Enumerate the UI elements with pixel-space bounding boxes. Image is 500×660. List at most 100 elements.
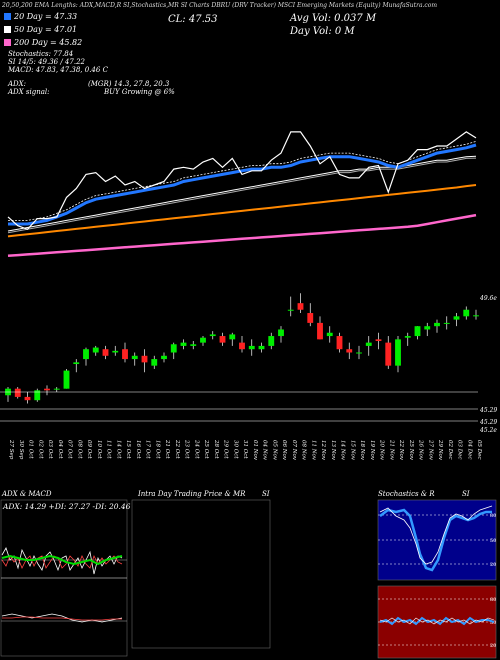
ema200-label: 200 Day = 45.82 bbox=[14, 38, 83, 47]
candle-body bbox=[34, 390, 41, 401]
date-tick-label: 10 Oct bbox=[96, 440, 102, 459]
candle-body bbox=[131, 355, 138, 360]
candle-body bbox=[297, 303, 304, 310]
date-tick-label: 08 Oct bbox=[76, 440, 82, 459]
date-tick-label: 11 Nov bbox=[310, 440, 316, 461]
stoch-k-line bbox=[379, 508, 492, 572]
date-tick-label: 25 Nov bbox=[408, 439, 414, 461]
date-tick-label: 09 Oct bbox=[86, 440, 92, 459]
stoch-panel-si: SI bbox=[462, 490, 470, 498]
candle-body bbox=[92, 347, 99, 353]
date-tick-label: 19 Nov bbox=[369, 440, 375, 461]
indicator-panels: ADX: 14.29 +DI: 27.27 -DI: 20.46 80 50 2… bbox=[0, 499, 496, 659]
chart-header: 20,50,200 EMA Lengths: ADX,MACD,R SI,Sto… bbox=[2, 2, 438, 9]
adx-panel-title: ADX & MACD bbox=[2, 490, 52, 498]
candle-body bbox=[229, 334, 236, 340]
candle-body bbox=[122, 349, 128, 360]
ema20-swatch-icon bbox=[4, 13, 11, 20]
date-tick-label: 01 Nov bbox=[252, 440, 258, 461]
date-tick-label: 26 Nov bbox=[418, 439, 424, 461]
date-tick-label: 30 Sep bbox=[18, 440, 24, 460]
candle-body bbox=[180, 342, 187, 346]
price-label-low2: 45.29 bbox=[479, 419, 497, 426]
stoch-tick-80: 80 bbox=[490, 513, 496, 519]
date-tick-label: 24 Oct bbox=[193, 439, 199, 459]
stochastics-value: Stochastics: 77.84 bbox=[8, 50, 74, 58]
candle-body bbox=[200, 337, 206, 343]
candle-body bbox=[239, 342, 245, 350]
candle-body bbox=[395, 339, 401, 366]
date-tick-label: 02 Dec bbox=[447, 440, 453, 460]
date-tick-label: 18 Nov bbox=[359, 440, 365, 461]
date-tick-label: 14 Oct bbox=[115, 440, 121, 459]
candle-body bbox=[248, 345, 255, 350]
date-tick-label: 04 Dec bbox=[466, 440, 472, 460]
date-tick-label: 23 Oct bbox=[184, 439, 190, 459]
candle-body bbox=[356, 352, 362, 354]
date-tick-label: 12 Nov bbox=[320, 440, 326, 461]
candle-body bbox=[258, 345, 265, 350]
price-label-low3: 45.2e bbox=[479, 427, 497, 434]
candle-body bbox=[307, 313, 314, 323]
date-tick-label: 05 Dec bbox=[476, 440, 482, 460]
date-tick-label: 18 Oct bbox=[154, 440, 160, 459]
adx-di-line-1 bbox=[1, 547, 123, 575]
date-tick-label: 07 Oct bbox=[67, 440, 73, 459]
candle-body bbox=[278, 329, 284, 337]
rsi-signal-line bbox=[379, 617, 495, 625]
candle-body bbox=[44, 388, 50, 391]
date-tick-label: 27 Nov bbox=[427, 439, 433, 461]
date-tick-label: 27 Sep bbox=[8, 439, 14, 460]
candle-body bbox=[287, 309, 294, 311]
date-tick-label: 03 Oct bbox=[47, 440, 53, 459]
stoch-tick-50: 50 bbox=[490, 538, 496, 544]
price-label-top: 49.6e bbox=[479, 295, 497, 302]
date-tick-label: 15 Oct bbox=[125, 440, 131, 459]
date-tick-label: 14 Nov bbox=[340, 440, 346, 461]
ema200-swatch-icon bbox=[4, 39, 11, 46]
candle-body bbox=[317, 322, 323, 340]
ema200-line bbox=[7, 213, 477, 258]
date-tick-label: 21 Oct bbox=[164, 439, 170, 459]
candle-body bbox=[161, 355, 167, 360]
candle-body bbox=[219, 336, 226, 343]
date-tick-label: 11 Oct bbox=[106, 440, 112, 459]
ema100-line bbox=[7, 184, 477, 238]
candle-body bbox=[112, 350, 119, 353]
candle-body bbox=[385, 342, 392, 366]
ema20-label: 20 Day = 47.33 bbox=[14, 12, 78, 21]
date-tick-label: 30 Oct bbox=[232, 440, 238, 459]
candle-body bbox=[268, 336, 275, 346]
date-tick-label: 02 Oct bbox=[37, 440, 43, 459]
candle-body bbox=[404, 336, 411, 338]
macd-value: MACD: 47.83, 47.38, 0.46 C bbox=[8, 66, 108, 74]
candle-body bbox=[414, 326, 421, 337]
candle-body bbox=[14, 388, 21, 397]
legend-ema200: 200 Day = 45.82 bbox=[4, 38, 82, 47]
date-tick-label: 03 Dec bbox=[457, 440, 463, 460]
adx-signal-label: ADX signal: bbox=[8, 88, 50, 96]
candle-body bbox=[463, 309, 470, 317]
candle-body bbox=[443, 322, 450, 324]
date-tick-label: 08 Nov bbox=[301, 440, 307, 461]
price-label-low1: 45.29 bbox=[479, 407, 497, 414]
adx-di-line-2 bbox=[1, 554, 123, 569]
candle-body bbox=[424, 326, 431, 330]
date-axis: 27 Sep 30 Sep 01 Oct 02 Oct 03 Oct 04 Oct 07 O… bbox=[8, 439, 482, 461]
candle-body bbox=[102, 349, 109, 356]
candle-body bbox=[365, 342, 372, 346]
date-tick-label: 31 Oct bbox=[242, 440, 248, 459]
candle-body bbox=[73, 362, 80, 365]
macd-line bbox=[1, 613, 123, 623]
date-tick-label: 28 Oct bbox=[213, 439, 219, 459]
date-tick-label: 22 Oct bbox=[174, 439, 180, 459]
rsi-value: SI 14/5: 49.36 / 47.22 bbox=[8, 58, 85, 66]
adx-values: (MGR) 14.3, 27.8, 20.3 bbox=[88, 80, 170, 88]
rsi-tick-50: 50 bbox=[490, 620, 496, 626]
close-price: CL: 47.53 bbox=[168, 14, 218, 25]
adx-line bbox=[1, 554, 123, 566]
date-tick-label: 06 Nov bbox=[281, 440, 287, 461]
adx-panel-values: ADX: 14.29 +DI: 27.27 -DI: 20.46 bbox=[2, 502, 131, 511]
ema50-shadow-line bbox=[7, 157, 477, 234]
avg-volume: Avg Vol: 0.037 M bbox=[290, 13, 377, 24]
